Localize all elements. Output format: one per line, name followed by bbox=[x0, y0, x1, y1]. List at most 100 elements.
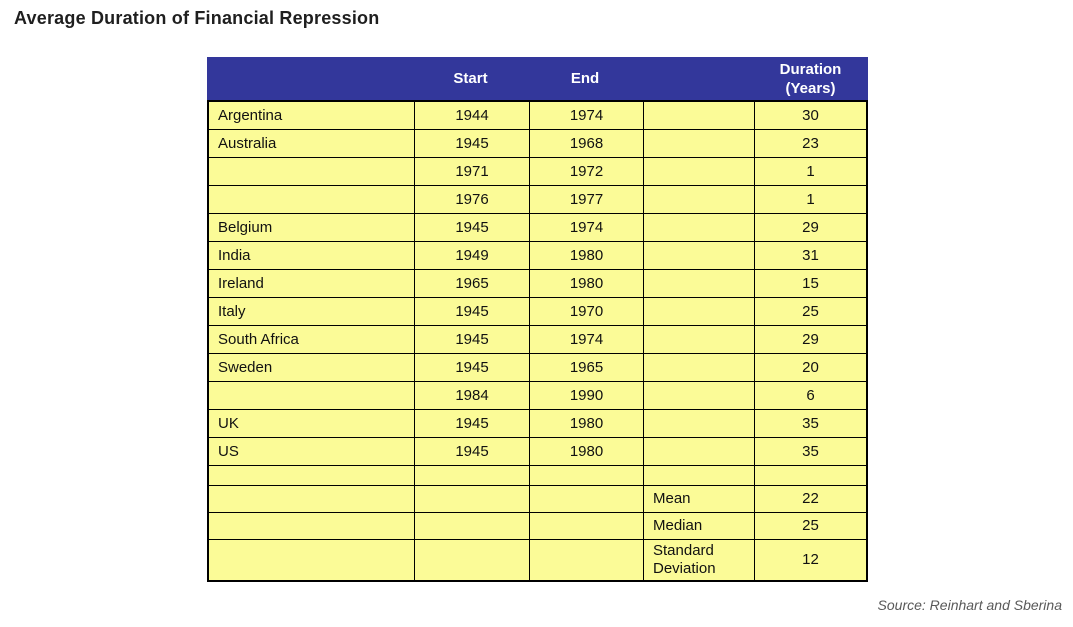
stat-cell bbox=[644, 466, 755, 485]
start-cell bbox=[415, 513, 530, 539]
start-cell: 1945 bbox=[415, 130, 530, 157]
table-row: 1984 1990 6 bbox=[209, 382, 866, 410]
country-cell: Ireland bbox=[209, 270, 415, 297]
end-cell bbox=[530, 540, 644, 580]
end-cell: 1980 bbox=[530, 438, 644, 465]
country-cell: Italy bbox=[209, 298, 415, 325]
start-cell bbox=[415, 486, 530, 512]
start-cell: 1984 bbox=[415, 382, 530, 409]
country-cell: Sweden bbox=[209, 354, 415, 381]
end-cell bbox=[530, 466, 644, 485]
table-row: Italy 1945 1970 25 bbox=[209, 298, 866, 326]
table-row: Argentina 1944 1974 30 bbox=[209, 102, 866, 130]
stat-cell bbox=[644, 354, 755, 381]
table-row: Ireland 1965 1980 15 bbox=[209, 270, 866, 298]
start-cell: 1945 bbox=[415, 298, 530, 325]
start-cell: 1965 bbox=[415, 270, 530, 297]
country-cell bbox=[209, 186, 415, 213]
duration-cell: 35 bbox=[802, 442, 819, 460]
stat-cell bbox=[644, 298, 755, 325]
start-cell: 1971 bbox=[415, 158, 530, 185]
country-cell bbox=[209, 158, 415, 185]
stat-cell bbox=[644, 326, 755, 353]
end-cell: 1965 bbox=[530, 354, 644, 381]
duration-cell: 30 bbox=[802, 106, 819, 124]
end-cell: 1974 bbox=[530, 326, 644, 353]
table-row bbox=[209, 466, 866, 486]
country-cell: South Africa bbox=[209, 326, 415, 353]
country-cell: India bbox=[209, 242, 415, 269]
stat-cell bbox=[644, 382, 755, 409]
table-row: Standard Deviation 12 bbox=[209, 540, 866, 580]
stat-cell bbox=[644, 102, 755, 129]
stat-cell bbox=[644, 186, 755, 213]
table-body: Argentina 1944 1974 30 Australia 1945 1968 23 19… bbox=[207, 100, 868, 582]
start-cell bbox=[415, 466, 530, 485]
end-cell: 1980 bbox=[530, 270, 644, 297]
duration-cell: 12 bbox=[802, 551, 819, 568]
col-header-end: End bbox=[570, 70, 600, 87]
end-cell: 1977 bbox=[530, 186, 644, 213]
stat-cell bbox=[644, 438, 755, 465]
end-cell: 1974 bbox=[530, 214, 644, 241]
col-header-duration: Duration (Years) bbox=[779, 60, 842, 97]
end-cell: 1974 bbox=[530, 102, 644, 129]
table-row: Belgium 1945 1974 29 bbox=[209, 214, 866, 242]
country-cell bbox=[209, 486, 415, 512]
end-cell: 1970 bbox=[530, 298, 644, 325]
end-cell: 1972 bbox=[530, 158, 644, 185]
country-cell bbox=[209, 540, 415, 580]
stat-cell: Mean bbox=[644, 486, 755, 512]
end-cell: 1980 bbox=[530, 242, 644, 269]
duration-cell: 23 bbox=[802, 134, 819, 152]
table-row: UK 1945 1980 35 bbox=[209, 410, 866, 438]
country-cell bbox=[209, 513, 415, 539]
stat-cell bbox=[644, 158, 755, 185]
end-cell: 1968 bbox=[530, 130, 644, 157]
duration-cell: 25 bbox=[802, 302, 819, 320]
source-citation: Source: Reinhart and Sberina bbox=[877, 597, 1062, 613]
country-cell: UK bbox=[209, 410, 415, 437]
country-cell bbox=[209, 382, 415, 409]
repression-table: Start End Duration (Years) Argentina 1944… bbox=[207, 57, 868, 582]
duration-cell: 31 bbox=[802, 246, 819, 264]
page-title: Average Duration of Financial Repression bbox=[14, 8, 380, 28]
duration-cell: 22 bbox=[802, 490, 819, 507]
duration-cell bbox=[755, 466, 866, 485]
table-row: Sweden 1945 1965 20 bbox=[209, 354, 866, 382]
end-cell: 1980 bbox=[530, 410, 644, 437]
start-cell: 1945 bbox=[415, 438, 530, 465]
start-cell: 1945 bbox=[415, 326, 530, 353]
start-cell: 1945 bbox=[415, 214, 530, 241]
table-row: Median 25 bbox=[209, 513, 866, 540]
stat-cell: Median bbox=[644, 513, 755, 539]
end-cell: 1990 bbox=[530, 382, 644, 409]
duration-cell: 29 bbox=[802, 218, 819, 236]
start-cell: 1945 bbox=[415, 354, 530, 381]
stat-cell: Standard Deviation bbox=[644, 540, 755, 580]
stat-cell bbox=[644, 130, 755, 157]
start-cell: 1976 bbox=[415, 186, 530, 213]
country-cell: Argentina bbox=[209, 102, 415, 129]
country-cell: Australia bbox=[209, 130, 415, 157]
duration-cell: 1 bbox=[806, 162, 815, 180]
stat-cell bbox=[644, 270, 755, 297]
duration-cell: 1 bbox=[806, 190, 815, 208]
start-cell: 1945 bbox=[415, 410, 530, 437]
start-cell bbox=[415, 540, 530, 580]
end-cell bbox=[530, 486, 644, 512]
stat-cell bbox=[644, 242, 755, 269]
start-cell: 1944 bbox=[415, 102, 530, 129]
table-row: Australia 1945 1968 23 bbox=[209, 130, 866, 158]
stat-cell bbox=[644, 410, 755, 437]
duration-cell: 35 bbox=[802, 414, 819, 432]
duration-cell: 15 bbox=[802, 274, 819, 292]
end-cell bbox=[530, 513, 644, 539]
country-cell: Belgium bbox=[209, 214, 415, 241]
duration-cell: 6 bbox=[806, 386, 815, 404]
table-header: Start End Duration (Years) bbox=[207, 57, 868, 100]
table-row: South Africa 1945 1974 29 bbox=[209, 326, 866, 354]
table-row: US 1945 1980 35 bbox=[209, 438, 866, 466]
duration-cell: 29 bbox=[802, 330, 819, 348]
